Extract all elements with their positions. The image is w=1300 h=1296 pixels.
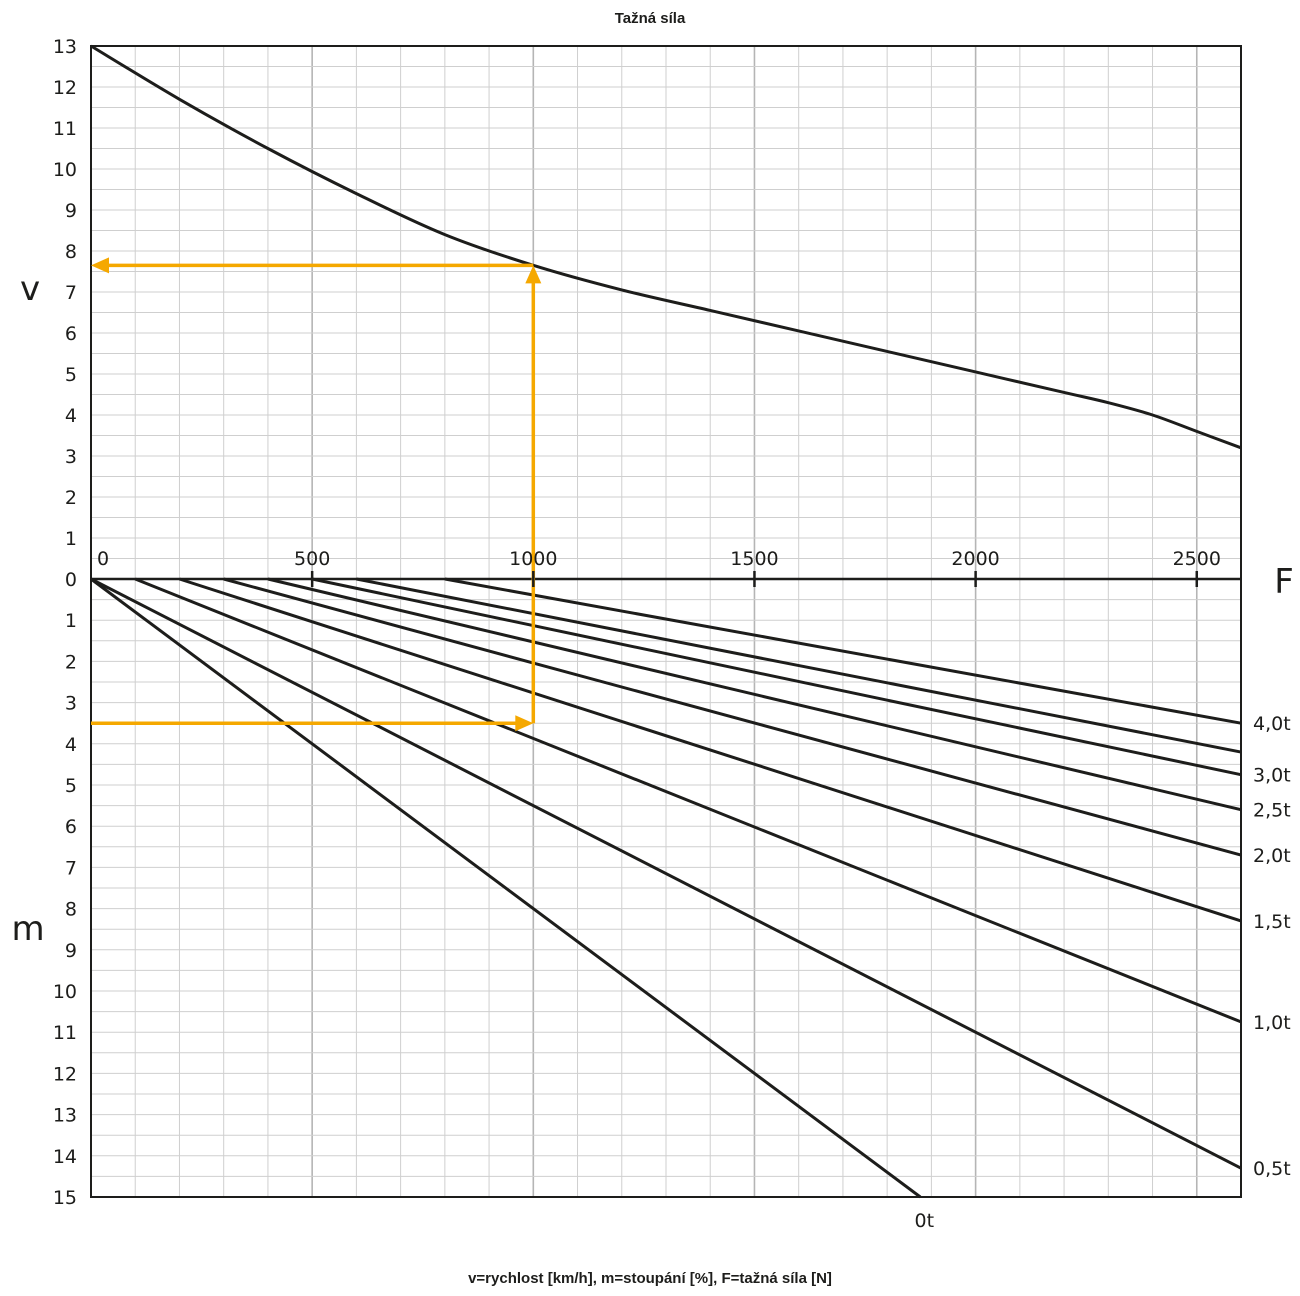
- gradient-line-label: 0,5t: [1253, 1158, 1291, 1180]
- gradient-tick-label: 6: [65, 816, 77, 838]
- force-tick-label: 1000: [509, 548, 557, 570]
- force-tick-label: 0: [97, 548, 109, 570]
- gradient-tick-label: 15: [53, 1187, 77, 1209]
- gradient-line: [356, 577, 1242, 754]
- speed-tick-label: 9: [65, 200, 77, 222]
- arrowhead-right: [515, 715, 534, 732]
- speed-tick-label: 6: [65, 323, 77, 345]
- gradient-line: [134, 577, 1242, 1024]
- speed-tick-label: 7: [65, 282, 77, 304]
- gradient-line-label: 1,5t: [1253, 911, 1291, 933]
- speed-tick-label: 5: [65, 364, 77, 386]
- speed-tick-label: 4: [65, 405, 77, 427]
- gradient-tick-label: 8: [65, 899, 77, 921]
- gradient-tick-label: 7: [65, 857, 77, 879]
- gradient-tick-label: 5: [65, 775, 77, 797]
- gradient-line-label: 4,0t: [1253, 713, 1291, 735]
- speed-tick-label: 1: [65, 528, 77, 550]
- gradient-tick-label: 10: [53, 981, 77, 1003]
- gradient-tick-label: 0: [65, 569, 77, 591]
- grid: [90, 45, 1242, 1198]
- gradient-tick-label: 14: [53, 1146, 77, 1168]
- arrowhead-left: [91, 257, 109, 274]
- gradient-axis-letter: m: [11, 909, 44, 949]
- gradient-line: [223, 577, 1242, 857]
- force-tick-label: 1500: [730, 548, 778, 570]
- chart-title: Tažná síla: [614, 10, 686, 27]
- force-tick-label: 2500: [1173, 548, 1221, 570]
- gradient-tick-label: 12: [53, 1063, 77, 1085]
- speed-tick-label: 11: [53, 118, 77, 140]
- gradient-tick-label: 11: [53, 1022, 77, 1044]
- gradient-line-label: 0t: [915, 1210, 935, 1232]
- gradient-line: [90, 577, 1242, 1170]
- speed-curve: [90, 44, 1242, 450]
- series-layer: [90, 44, 1242, 1199]
- force-tick-label: 500: [294, 548, 330, 570]
- axis-legend-note: v=rychlost [km/h], m=stoupání [%], F=taž…: [468, 1270, 832, 1287]
- gradient-line-label: 2,5t: [1253, 800, 1291, 822]
- gradient-tick-label: 3: [65, 693, 77, 715]
- force-axis-letter: F: [1274, 562, 1294, 602]
- speed-axis-letter: v: [20, 269, 40, 309]
- gradient-tick-label: 2: [65, 651, 77, 673]
- gradient-tick-label: 4: [65, 734, 77, 756]
- plot-frame: [90, 45, 1242, 1198]
- gradient-line-label: 3,0t: [1253, 765, 1291, 787]
- speed-tick-label: 2: [65, 487, 77, 509]
- speed-tick-label: 13: [53, 36, 77, 58]
- gradient-line-label: 1,0t: [1253, 1012, 1291, 1034]
- speed-tick-label: 12: [53, 77, 77, 99]
- speed-tick-label: 8: [65, 241, 77, 263]
- gradient-line: [90, 577, 922, 1199]
- gradient-line: [179, 577, 1242, 923]
- speed-tick-label: 3: [65, 446, 77, 468]
- arrowhead-up: [525, 265, 542, 284]
- axis-labels: 0 500 1000 1500 2000 250012345678910111213012…: [11, 36, 1293, 1232]
- gradient-line-label: 2,0t: [1253, 845, 1291, 867]
- gradient-tick-label: 13: [53, 1105, 77, 1127]
- speed-tick-label: 10: [53, 159, 77, 181]
- gradient-line: [267, 577, 1242, 812]
- gradient-tick-label: 9: [65, 940, 77, 962]
- highlight-arrows: [91, 257, 542, 732]
- gradient-line: [311, 577, 1242, 777]
- force-tick-label: 2000: [951, 548, 999, 570]
- gradient-line: [444, 577, 1242, 725]
- gradient-tick-label: 1: [65, 610, 77, 632]
